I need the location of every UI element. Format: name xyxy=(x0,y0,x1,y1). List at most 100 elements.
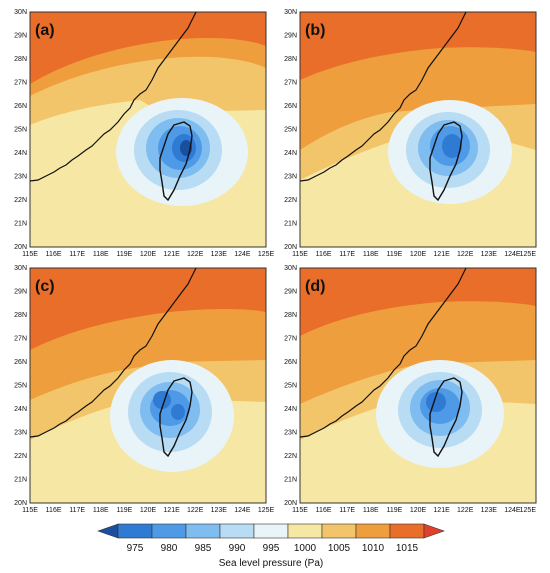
y-tick: 24N xyxy=(14,406,27,413)
colorbar-tick: 990 xyxy=(229,543,246,554)
colorbar: 975 980 985 990 995 1000 1005 1010 1015 … xyxy=(97,523,445,569)
colorbar-segment xyxy=(151,523,187,539)
y-tick: 25N xyxy=(14,383,27,390)
colorbar-arrow-right xyxy=(423,523,445,539)
y-ticks-b: 20N 21N 22N 23N 24N 25N 26N 27N 28N 29N … xyxy=(284,9,297,251)
y-tick: 23N xyxy=(284,430,297,437)
x-tick: 122E xyxy=(187,251,204,258)
y-ticks-c: 20N 21N 22N 23N 24N 25N 26N 27N 28N 29N … xyxy=(14,265,27,507)
map-panel-b: (b) 115E 116E 117E 118E 119E 120E 121E 1… xyxy=(284,9,537,258)
y-tick: 27N xyxy=(14,336,27,343)
colorbar-ticks: 975 980 985 990 995 1000 1005 1010 1015 xyxy=(127,543,419,554)
y-tick: 30N xyxy=(284,265,297,272)
x-tick: 116E xyxy=(46,507,62,514)
y-tick: 23N xyxy=(284,174,297,181)
colorbar-title: Sea level pressure (Pa) xyxy=(219,558,324,569)
y-tick: 29N xyxy=(14,33,27,40)
y-tick: 26N xyxy=(14,103,27,110)
x-ticks-d: 115E 116E 117E 118E 119E 120E 121E 122E … xyxy=(292,507,536,514)
x-tick: 117E xyxy=(339,507,355,514)
colorbar-tick: 1015 xyxy=(396,543,419,554)
x-tick: 120E xyxy=(410,251,427,258)
x-tick: 115E xyxy=(22,251,38,258)
colorbar-tick: 1005 xyxy=(328,543,351,554)
x-tick: 120E xyxy=(410,507,427,514)
x-tick: 119E xyxy=(116,507,132,514)
y-tick: 28N xyxy=(284,56,297,63)
y-tick: 24N xyxy=(14,150,27,157)
y-tick: 27N xyxy=(14,80,27,87)
y-tick: 29N xyxy=(14,289,27,296)
colorbar-arrow-left xyxy=(97,523,119,539)
y-tick: 21N xyxy=(14,221,27,228)
colorbar-tick: 985 xyxy=(195,543,212,554)
taiwan-outline-c xyxy=(159,377,193,458)
x-tick: 116E xyxy=(316,251,332,258)
colorbar-tick: 1000 xyxy=(294,543,317,554)
y-tick: 24N xyxy=(284,406,297,413)
x-tick: 116E xyxy=(316,507,332,514)
y-tick: 20N xyxy=(284,500,297,507)
colorbar-segment xyxy=(389,523,425,539)
y-tick: 24N xyxy=(284,150,297,157)
colorbar-tick: 1010 xyxy=(362,543,385,554)
y-tick: 25N xyxy=(284,127,297,134)
x-tick: 122E xyxy=(187,507,204,514)
y-tick: 30N xyxy=(14,9,27,16)
y-tick: 25N xyxy=(284,383,297,390)
y-tick: 22N xyxy=(14,453,27,460)
x-tick: 119E xyxy=(386,507,402,514)
y-tick: 29N xyxy=(284,289,297,296)
map-panel-a: (a) 115E 116E 117E 118E 119E 120E 121E 1… xyxy=(14,9,274,258)
y-tick: 21N xyxy=(284,221,297,228)
coastline-b xyxy=(300,12,467,182)
x-tick: 117E xyxy=(69,507,85,514)
y-tick: 26N xyxy=(14,359,27,366)
y-tick: 23N xyxy=(14,174,27,181)
panel-label-c: (c) xyxy=(35,278,55,295)
x-ticks-c: 115E 116E 117E 118E 119E 120E 121E 122E … xyxy=(22,507,274,514)
y-tick: 28N xyxy=(14,56,27,63)
x-tick: 123E xyxy=(481,251,498,258)
x-tick: 121E xyxy=(433,251,450,258)
x-tick: 117E xyxy=(69,251,85,258)
y-tick: 26N xyxy=(284,359,297,366)
taiwan-outline-b xyxy=(429,121,463,202)
colorbar-tick: 995 xyxy=(263,543,280,554)
panel-label-d: (d) xyxy=(305,278,325,295)
y-tick: 29N xyxy=(284,33,297,40)
x-tick: 115E xyxy=(292,251,308,258)
x-tick: 123E xyxy=(211,251,228,258)
x-tick: 115E xyxy=(22,507,38,514)
x-tick: 125E xyxy=(520,251,537,258)
colorbar-segment xyxy=(321,523,357,539)
panel-label-b: (b) xyxy=(305,22,325,39)
y-tick: 21N xyxy=(284,477,297,484)
y-tick: 25N xyxy=(14,127,27,134)
map-panel-d: (d) 115E 116E 117E 118E 119E 120E 121E 1… xyxy=(284,265,537,514)
y-tick: 20N xyxy=(284,244,297,251)
pressure-field-c xyxy=(30,268,266,503)
x-tick: 123E xyxy=(211,507,228,514)
x-ticks-a: 115E 116E 117E 118E 119E 120E 121E 122E … xyxy=(22,251,274,258)
x-tick: 121E xyxy=(163,507,180,514)
colorbar-segment xyxy=(253,523,289,539)
colorbar-segment xyxy=(287,523,323,539)
x-ticks-b: 115E 116E 117E 118E 119E 120E 121E 122E … xyxy=(292,251,536,258)
colorbar-segment xyxy=(117,523,153,539)
x-tick: 118E xyxy=(93,251,109,258)
pressure-field-b xyxy=(300,12,536,247)
taiwan-outline-a xyxy=(159,121,193,202)
x-tick: 118E xyxy=(363,507,379,514)
y-tick: 22N xyxy=(284,197,297,204)
x-tick: 121E xyxy=(433,507,450,514)
x-tick: 115E xyxy=(292,507,308,514)
x-tick: 120E xyxy=(140,251,157,258)
coastline-c xyxy=(30,268,197,438)
colorbar-tick: 975 xyxy=(127,543,144,554)
map-panel-c: (c) 115E 116E 117E 118E 119E 120E 121E 1… xyxy=(14,265,274,514)
colorbar-tick: 980 xyxy=(161,543,178,554)
x-tick: 123E xyxy=(481,507,498,514)
y-tick: 27N xyxy=(284,80,297,87)
